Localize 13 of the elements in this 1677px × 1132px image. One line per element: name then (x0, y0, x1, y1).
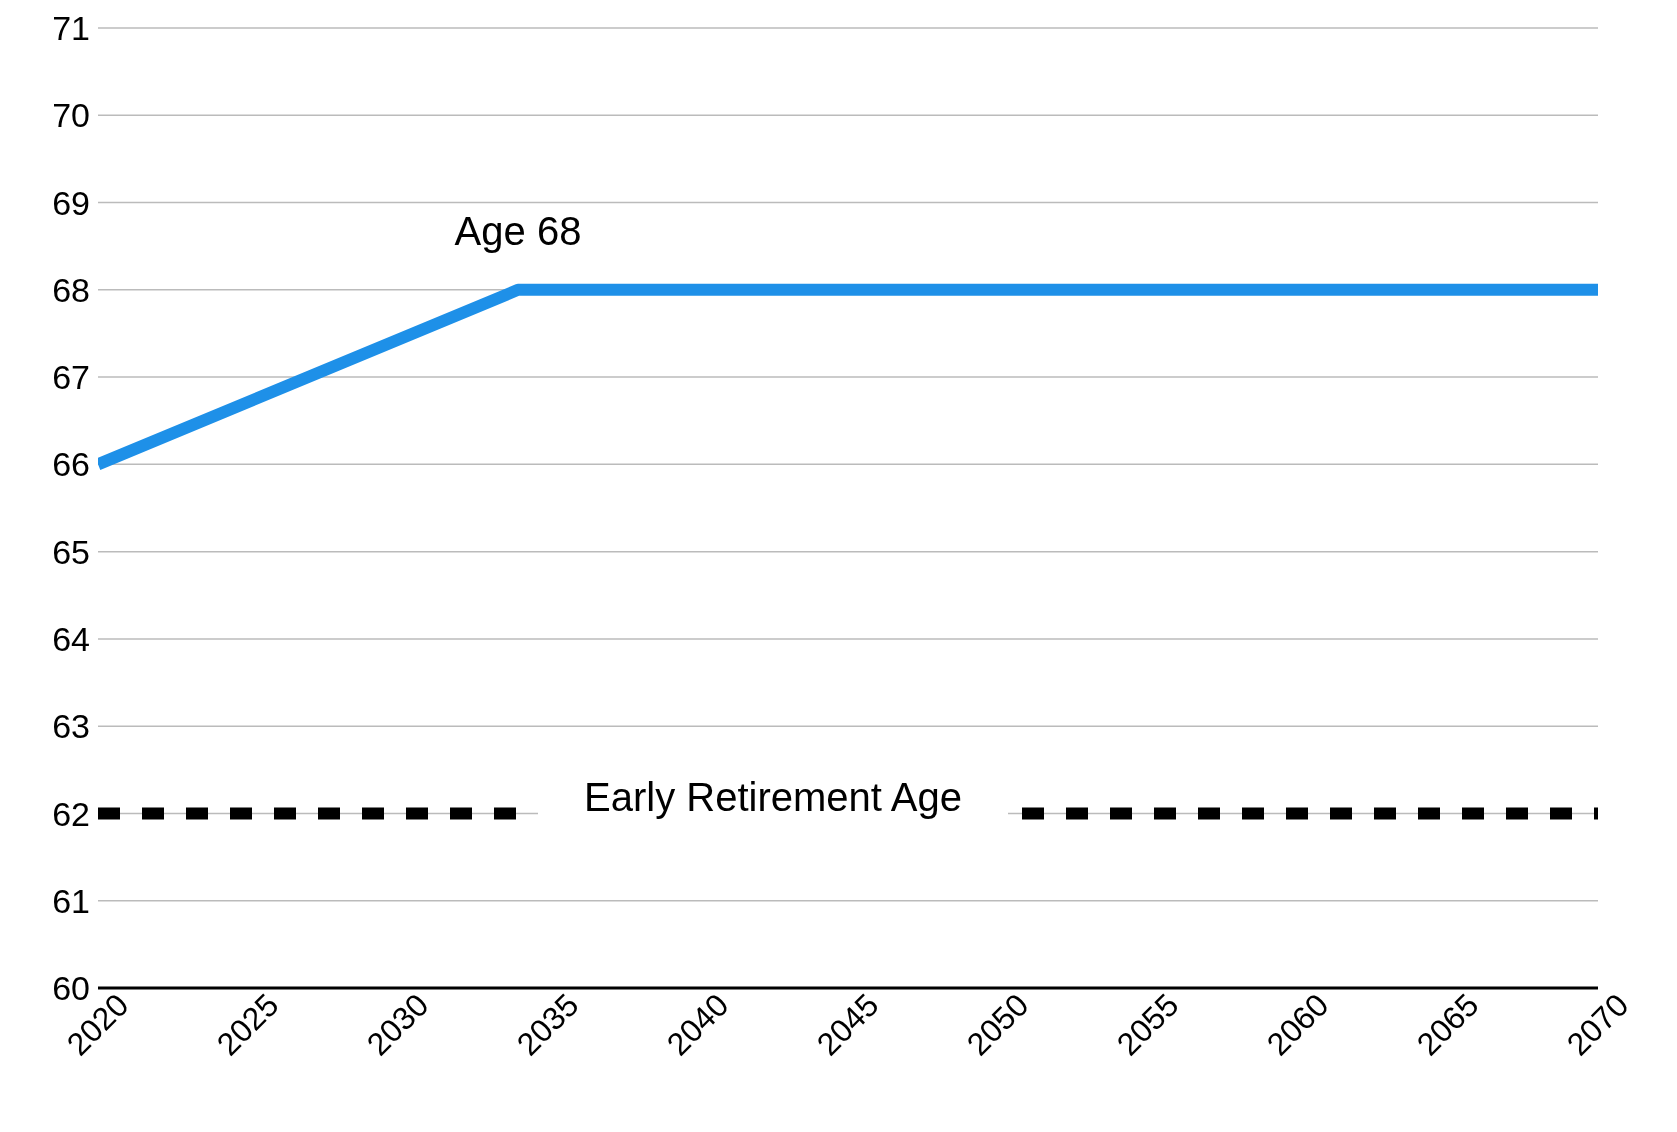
y-tick-label: 65 (52, 532, 90, 571)
y-tick-label: 61 (52, 881, 90, 920)
y-tick-label: 70 (52, 96, 90, 135)
y-tick-label: 62 (52, 794, 90, 833)
y-tick-label: 67 (52, 358, 90, 397)
y-tick-label: 68 (52, 270, 90, 309)
y-tick-label: 69 (52, 183, 90, 222)
y-tick-label: 66 (52, 445, 90, 484)
annotation: Age 68 (454, 208, 582, 253)
y-tick-label: 64 (52, 619, 90, 658)
ref-line-label: Early Retirement Age (584, 775, 962, 820)
y-tick-label: 63 (52, 707, 90, 746)
y-tick-label: 71 (52, 9, 90, 48)
